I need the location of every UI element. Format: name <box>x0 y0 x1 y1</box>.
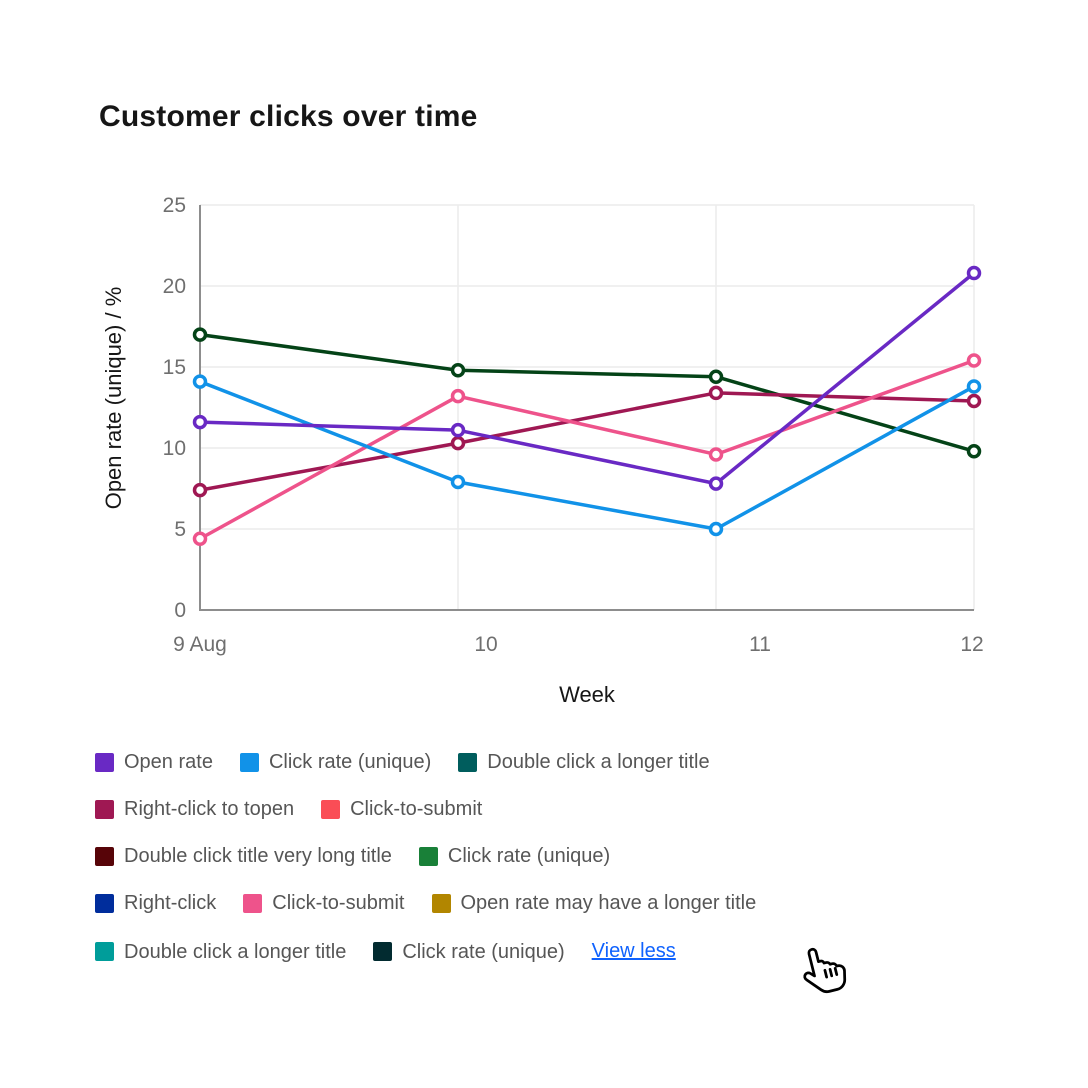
y-tick-label: 5 <box>174 518 186 541</box>
legend-item-click-rate-unique-[interactable]: Click rate (unique) <box>373 940 565 963</box>
series-line <box>199 332 975 453</box>
series-line <box>199 379 975 531</box>
data-point-marker[interactable] <box>966 443 982 459</box>
data-point-marker[interactable] <box>966 379 982 394</box>
legend-label: Click rate (unique) <box>268 751 432 773</box>
legend-item-double-click-a-longer-title[interactable]: Double click a longer title <box>95 942 346 962</box>
legend-swatch <box>431 893 451 913</box>
legend-item-click-to-submit[interactable]: Click-to-submit <box>243 892 405 914</box>
y-axis-title: Open rate (unique) / % <box>101 287 126 510</box>
legend-label: Click-to-submit <box>350 798 483 820</box>
legend-row: Double click a longer title Click rate (u… <box>95 940 1015 963</box>
legend-item-click-to-submit[interactable]: Click-to-submit <box>321 799 482 819</box>
x-tick-label: 9 Aug <box>173 633 227 656</box>
legend-label: Click-to-submit <box>272 892 405 914</box>
y-tick-label: 25 <box>163 194 186 217</box>
data-point-marker[interactable] <box>966 393 982 409</box>
y-tick-label: 10 <box>163 437 186 460</box>
gridlines <box>200 204 975 610</box>
view-less-link[interactable]: View less <box>591 940 676 962</box>
series-double-click-a-longer-title <box>192 327 982 459</box>
data-point-marker[interactable] <box>708 476 724 491</box>
y-tick-label: 15 <box>163 356 186 379</box>
y-tick-label: 20 <box>163 275 186 298</box>
legend-item-right-click-to-topen[interactable]: Right-click to topen <box>95 799 294 819</box>
legend-swatch <box>239 752 259 772</box>
legend-label: Double click title very long title <box>124 845 392 867</box>
series-click-rate-unique- <box>192 374 982 537</box>
legend-swatch <box>95 752 114 772</box>
data-point-marker[interactable] <box>192 531 208 546</box>
legend-item-click-rate-unique-[interactable]: Click rate (unique) <box>239 751 432 773</box>
legend-item-right-click[interactable]: Right-click <box>95 893 216 913</box>
data-point-marker[interactable] <box>192 414 208 430</box>
legend-swatch <box>243 893 263 913</box>
data-point-marker[interactable] <box>192 374 208 389</box>
data-point-marker[interactable] <box>708 447 724 462</box>
series-line <box>199 358 975 541</box>
legend-swatch <box>458 752 478 772</box>
x-axis-title: Week <box>559 682 616 707</box>
series-click-to-submit <box>192 353 982 546</box>
legend-item-click-rate-unique-[interactable]: Click rate (unique) <box>418 845 611 867</box>
legend-row: Right-click Click-to-submit Open rate may … <box>95 893 1015 913</box>
data-point-marker[interactable] <box>450 388 466 404</box>
chart-title: Customer clicks over time <box>99 100 478 133</box>
data-point-marker[interactable] <box>450 362 466 378</box>
x-tick-label: 12 <box>960 633 983 656</box>
chart-legend: Open rate Click rate (unique) Double click… <box>95 752 1015 963</box>
x-tick-labels: 9 Aug 10 11 12 <box>173 633 984 656</box>
legend-row: Open rate Click rate (unique) Double click… <box>95 752 1015 772</box>
legend-swatch <box>95 846 114 866</box>
x-tick-label: 10 <box>474 633 497 656</box>
x-tick-label: 11 <box>749 633 771 656</box>
legend-swatch <box>321 799 341 819</box>
legend-label: Right-click to topen <box>124 798 295 820</box>
legend-swatch <box>95 799 114 819</box>
legend-row: Right-click to topen Click-to-submit <box>95 799 1015 819</box>
legend-label: Click rate (unique) <box>402 940 565 963</box>
legend-row: Double click title very long title Click … <box>95 846 1015 866</box>
line-chart: 0 5 10 15 20 25 9 Aug 10 11 12 Week Open rate (uniq… <box>101 194 984 707</box>
y-tick-label: 0 <box>174 599 186 622</box>
legend-label: Open rate <box>124 751 213 773</box>
series-right-click-to-topen <box>192 385 982 498</box>
legend-item-open-rate[interactable]: Open rate <box>95 752 213 772</box>
legend-item-open-rate-may-have-a-longer-title[interactable]: Open rate may have a longer title <box>431 892 757 914</box>
data-point-marker[interactable] <box>708 369 724 384</box>
legend-label: Double click a longer title <box>124 940 347 963</box>
axes <box>199 205 974 611</box>
legend-label: Right-click <box>124 892 217 914</box>
data-point-marker[interactable] <box>966 353 982 368</box>
data-point-marker[interactable] <box>450 474 466 490</box>
data-point-marker[interactable] <box>192 482 208 498</box>
legend-swatch <box>418 846 438 866</box>
legend-item-double-click-a-longer-title[interactable]: Double click a longer title <box>458 751 710 773</box>
legend-item-double-click-title-very-long-title[interactable]: Double click title very long title <box>95 846 392 866</box>
data-point-marker[interactable] <box>708 521 724 537</box>
data-point-marker[interactable] <box>450 435 466 451</box>
data-point-marker[interactable] <box>966 265 982 281</box>
series-line <box>199 271 976 486</box>
legend-swatch <box>95 942 114 961</box>
legend-swatch <box>373 942 393 961</box>
y-tick-labels: 0 5 10 15 20 25 <box>163 194 186 622</box>
data-point-marker[interactable] <box>450 422 466 438</box>
legend-label: Double click a longer title <box>487 751 710 773</box>
data-point-marker[interactable] <box>192 327 208 342</box>
data-point-marker[interactable] <box>708 385 724 401</box>
legend-label: Click rate (unique) <box>447 845 611 867</box>
legend-swatch <box>95 893 114 913</box>
series-open-rate <box>192 265 982 491</box>
legend-label: Open rate may have a longer title <box>460 892 757 914</box>
